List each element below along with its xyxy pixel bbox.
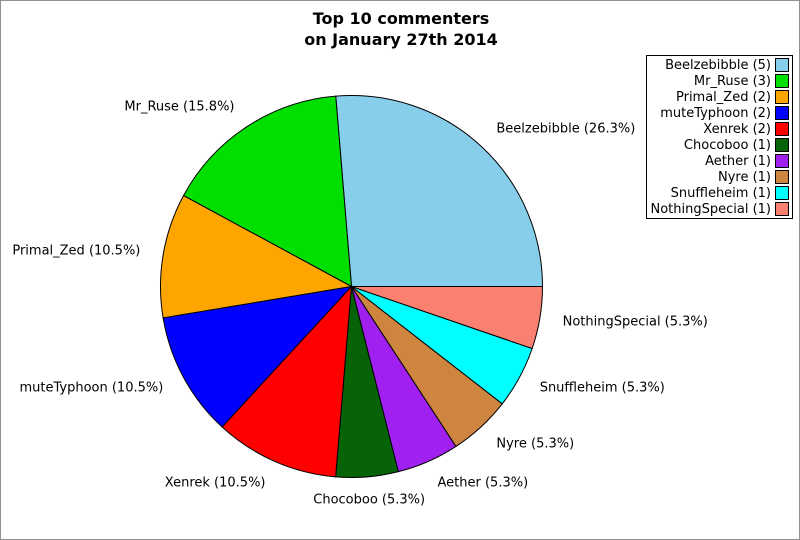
pie-slice-mr_ruse — [182, 95, 353, 288]
legend-item-beelzebibble: Beelzebibble (5) — [647, 57, 792, 73]
legend-swatch — [775, 154, 789, 168]
slice-label-primal_zed: Primal_Zed (10.5%) — [12, 243, 141, 259]
legend-label: muteTyphoon (2) — [660, 105, 771, 121]
chart-title-line1: Top 10 commenters — [312, 9, 490, 28]
chart-title: Top 10 commenters on January 27th 2014 — [1, 8, 799, 50]
legend-swatch — [775, 106, 789, 120]
slice-label-snuffleheim: Snuffleheim (5.3%) — [539, 380, 665, 396]
legend-label: Mr_Ruse (3) — [693, 73, 771, 89]
legend-swatch — [775, 74, 789, 88]
legend-item-snuffleheim: Snuffleheim (1) — [647, 185, 792, 201]
slice-label-xenrek: Xenrek (10.5%) — [164, 475, 266, 490]
slice-label-chocoboo: Chocoboo (5.3%) — [313, 492, 426, 508]
slice-label-aether: Aether (5.3%) — [437, 475, 529, 490]
legend-item-nyre: Nyre (1) — [647, 169, 792, 185]
slice-label-mr_ruse: Mr_Ruse (15.8%) — [124, 99, 235, 115]
legend-swatch — [775, 202, 789, 216]
legend-swatch — [775, 90, 789, 104]
legend-label: Snuffleheim (1) — [670, 185, 771, 201]
legend-swatch — [775, 122, 789, 136]
legend-label: Nyre (1) — [717, 169, 771, 185]
slice-label-nothingspecial: NothingSpecial (5.3%) — [562, 314, 708, 330]
legend-item-aether: Aether (1) — [647, 153, 792, 169]
legend-item-chocoboo: Chocoboo (1) — [647, 137, 792, 153]
legend-item-mr_ruse: Mr_Ruse (3) — [647, 73, 792, 89]
pie-slice-xenrek — [221, 285, 353, 478]
legend-label: Beelzebibble (5) — [665, 57, 771, 73]
legend-item-xenrek: Xenrek (2) — [647, 121, 792, 137]
legend-swatch — [775, 58, 789, 72]
pie-slice-primal_zed — [160, 194, 354, 319]
pie-slice-mutetyphoon — [162, 285, 353, 428]
slice-label-nyre: Nyre (5.3%) — [496, 436, 575, 452]
legend-label: Primal_Zed (2) — [675, 89, 771, 105]
legend-swatch — [775, 138, 789, 152]
legend-label: Chocoboo (1) — [683, 137, 771, 153]
slice-label-beelzebibble: Beelzebibble (26.3%) — [496, 121, 636, 137]
legend-swatch — [775, 170, 789, 184]
legend-swatch — [775, 186, 789, 200]
legend-label: NothingSpecial (1) — [650, 201, 771, 217]
pie-slice-nothingspecial — [351, 286, 544, 350]
legend-item-mutetyphoon: muteTyphoon (2) — [647, 105, 792, 121]
legend-item-nothingspecial: NothingSpecial (1) — [647, 201, 792, 217]
slice-label-mutetyphoon: muteTyphoon (10.5%) — [19, 380, 164, 396]
pie-slice-beelzebibble — [335, 95, 544, 287]
legend-label: Xenrek (2) — [703, 121, 771, 137]
legend: Beelzebibble (5) Mr_Ruse (3) Primal_Zed (2… — [646, 55, 793, 219]
legend-item-primal_zed: Primal_Zed (2) — [647, 89, 792, 105]
legend-label: Aether (1) — [705, 153, 771, 169]
chart-title-line2: on January 27th 2014 — [304, 30, 498, 49]
